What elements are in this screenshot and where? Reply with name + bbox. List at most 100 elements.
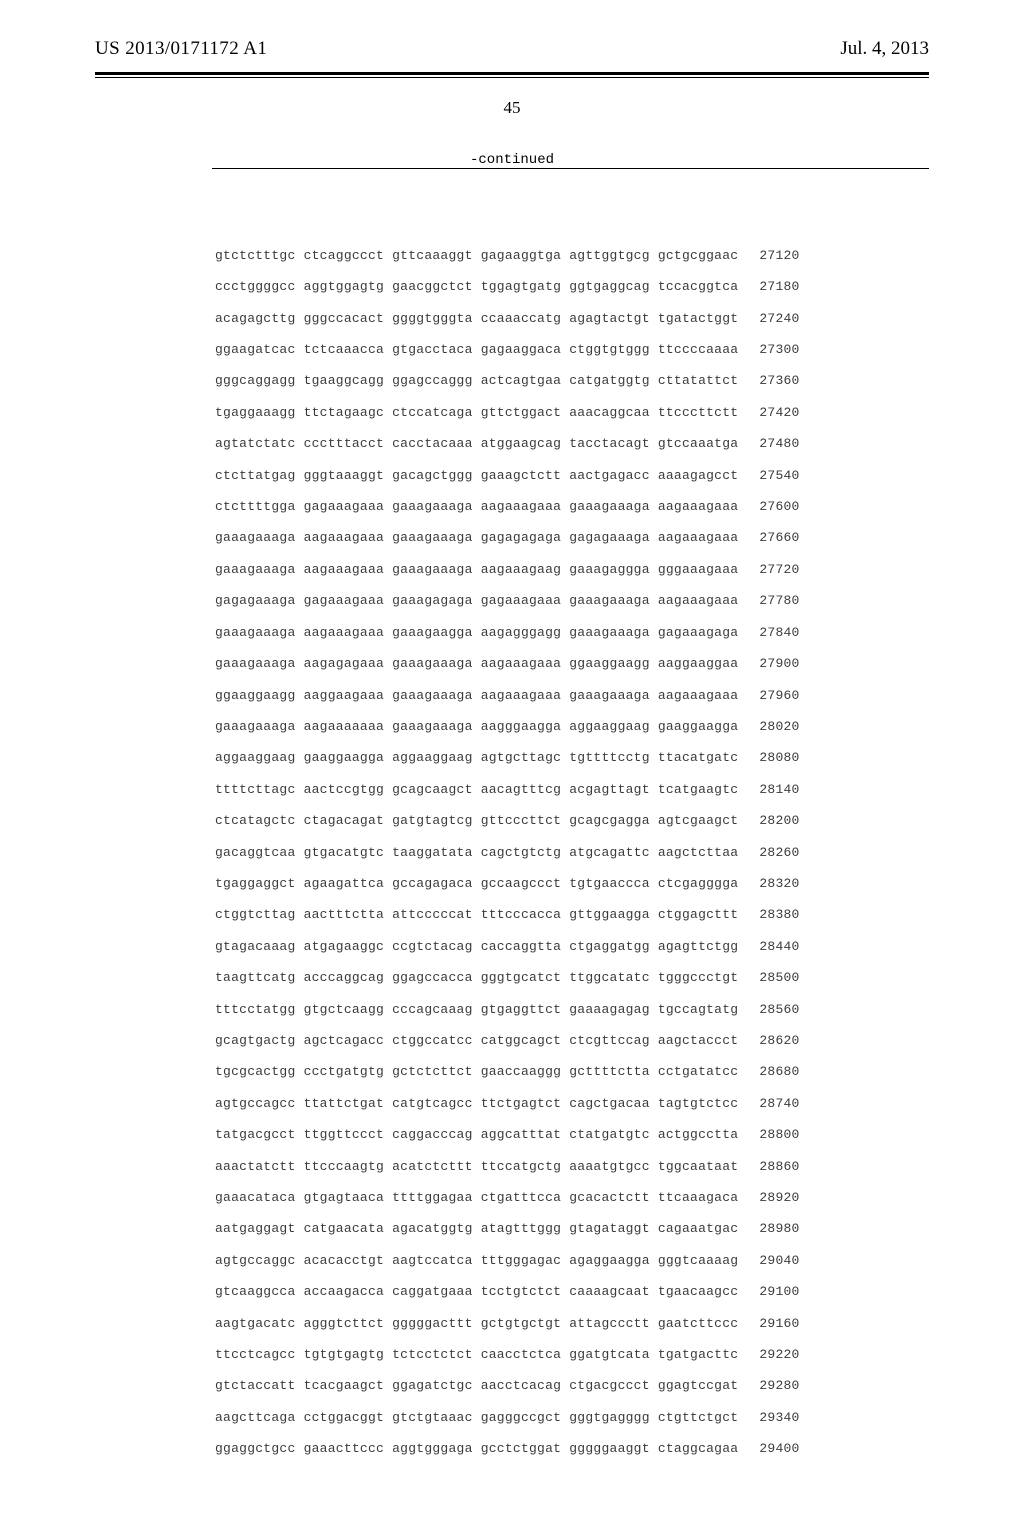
sequence-row: tgaggaggct agaagattca gccagagaca gccaagc… [214,869,801,898]
sequence-row: agtgccaggc acacacctgt aagtccatca tttggga… [214,1246,801,1275]
sequence-position: 27720 [758,555,800,584]
sequence-row: aagtgacatc agggtcttct gggggacttt gctgtgc… [214,1309,801,1338]
sequence-bases: gaaagaaaga aagagagaaa gaaagaaaga aagaaag… [214,649,756,678]
sequence-position: 28560 [758,995,800,1024]
sequence-row: gaaagaaaga aagaaagaaa gaaagaaaga aagaaag… [214,555,801,584]
sequence-position: 28500 [758,963,800,992]
sequence-bases: ctggtcttag aactttctta attcccccat tttccca… [214,900,756,929]
sequence-bases: gacaggtcaa gtgacatgtc taaggatata cagctgt… [214,838,756,867]
sequence-row: agtgccagcc ttattctgat catgtcagcc ttctgag… [214,1089,801,1118]
sequence-bases: ctcttatgag gggtaaaggt gacagctggg gaaagct… [214,461,756,490]
sequence-bases: ctcatagctc ctagacagat gatgtagtcg gttccct… [214,806,756,835]
sequence-top-rule [212,168,929,169]
sequence-bases: tatgacgcct ttggttccct caggacccag aggcatt… [214,1120,756,1149]
sequence-bases: ctcttttgga gagaaagaaa gaaagaaaga aagaaag… [214,492,756,521]
sequence-row: aggaaggaag gaaggaagga aggaaggaag agtgctt… [214,743,801,772]
sequence-bases: gtctctttgc ctcaggccct gttcaaaggt gagaagg… [214,241,756,270]
sequence-row: aagcttcaga cctggacggt gtctgtaaac gagggcc… [214,1403,801,1432]
sequence-position: 28740 [758,1089,800,1118]
sequence-row: aatgaggagt catgaacata agacatggtg atagttt… [214,1214,801,1243]
sequence-position: 27180 [758,272,800,301]
sequence-row: tatgacgcct ttggttccct caggacccag aggcatt… [214,1120,801,1149]
sequence-bases: tttcctatgg gtgctcaagg cccagcaaag gtgaggt… [214,995,756,1024]
sequence-row: ctcttatgag gggtaaaggt gacagctggg gaaagct… [214,461,801,490]
sequence-position: 28680 [758,1057,800,1086]
sequence-bases: aagtgacatc agggtcttct gggggacttt gctgtgc… [214,1309,756,1338]
sequence-position: 28860 [758,1152,800,1181]
sequence-position: 27960 [758,681,800,710]
sequence-bases: tgaggaaagg ttctagaagc ctccatcaga gttctgg… [214,398,756,427]
sequence-row: agtatctatc ccctttacct cacctacaaa atggaag… [214,429,801,458]
rule-thick [95,72,929,75]
sequence-row: ctggtcttag aactttctta attcccccat tttccca… [214,900,801,929]
sequence-bases: ggaggctgcc gaaacttccc aggtgggaga gcctctg… [214,1434,756,1463]
sequence-row: ggaggctgcc gaaacttccc aggtgggaga gcctctg… [214,1434,801,1463]
sequence-row: ttcctcagcc tgtgtgagtg tctcctctct caacctc… [214,1340,801,1369]
sequence-position: 27840 [758,618,800,647]
sequence-bases: agtgccaggc acacacctgt aagtccatca tttggga… [214,1246,756,1275]
sequence-row: gaaagaaaga aagaaagaaa gaaagaagga aagaggg… [214,618,801,647]
sequence-bases: gaaagaaaga aagaaagaaa gaaagaaaga gagagag… [214,523,756,552]
sequence-row: gaaagaaaga aagaaagaaa gaaagaaaga gagagag… [214,523,801,552]
sequence-bases: gtcaaggcca accaagacca caggatgaaa tcctgtc… [214,1277,756,1306]
sequence-bases: acagagcttg gggccacact ggggtgggta ccaaacc… [214,304,756,333]
sequence-position: 28140 [758,775,800,804]
sequence-position: 27900 [758,649,800,678]
sequence-position: 29160 [758,1309,800,1338]
sequence-position: 28200 [758,806,800,835]
sequence-row: gacaggtcaa gtgacatgtc taaggatata cagctgt… [214,838,801,867]
header-rules [95,72,929,78]
sequence-bases: gtctaccatt tcacgaagct ggagatctgc aacctca… [214,1371,756,1400]
sequence-row: ggaaggaagg aaggaagaaa gaaagaaaga aagaaag… [214,681,801,710]
sequence-row: gtctaccatt tcacgaagct ggagatctgc aacctca… [214,1371,801,1400]
sequence-position: 28920 [758,1183,800,1212]
sequence-row: ctcttttgga gagaaagaaa gaaagaaaga aagaaag… [214,492,801,521]
sequence-position: 29220 [758,1340,800,1369]
sequence-table: gtctctttgc ctcaggccct gttcaaaggt gagaagg… [212,239,803,1466]
sequence-bases: gagagaaaga gagaaagaaa gaaagagaga gagaaag… [214,586,756,615]
sequence-row: taagttcatg acccaggcag ggagccacca gggtgca… [214,963,801,992]
sequence-position: 27420 [758,398,800,427]
sequence-bases: ttcctcagcc tgtgtgagtg tctcctctct caacctc… [214,1340,756,1369]
sequence-position: 27300 [758,335,800,364]
sequence-position: 28080 [758,743,800,772]
sequence-bases: ggaaggaagg aaggaagaaa gaaagaaaga aagaaag… [214,681,756,710]
sequence-bases: gggcaggagg tgaaggcagg ggagccaggg actcagt… [214,366,756,395]
sequence-position: 28620 [758,1026,800,1055]
rule-thin [95,77,929,78]
sequence-row: gaaacataca gtgagtaaca ttttggagaa ctgattt… [214,1183,801,1212]
sequence-position: 29100 [758,1277,800,1306]
sequence-bases: gaaagaaaga aagaaagaaa gaaagaagga aagaggg… [214,618,756,647]
sequence-bases: gtagacaaag atgagaaggc ccgtctacag caccagg… [214,932,756,961]
sequence-row: tgcgcactgg ccctgatgtg gctctcttct gaaccaa… [214,1057,801,1086]
sequence-position: 28020 [758,712,800,741]
sequence-row: gtctctttgc ctcaggccct gttcaaaggt gagaagg… [214,241,801,270]
sequence-bases: taagttcatg acccaggcag ggagccacca gggtgca… [214,963,756,992]
sequence-position: 29400 [758,1434,800,1463]
sequence-row: gcagtgactg agctcagacc ctggccatcc catggca… [214,1026,801,1055]
publication-number: US 2013/0171172 A1 [95,38,267,60]
sequence-row: ctcatagctc ctagacagat gatgtagtcg gttccct… [214,806,801,835]
sequence-row: tgaggaaagg ttctagaagc ctccatcaga gttctgg… [214,398,801,427]
sequence-position: 27540 [758,461,800,490]
sequence-position: 27120 [758,241,800,270]
sequence-bases: aggaaggaag gaaggaagga aggaaggaag agtgctt… [214,743,756,772]
sequence-position: 29280 [758,1371,800,1400]
sequence-row: acagagcttg gggccacact ggggtgggta ccaaacc… [214,304,801,333]
sequence-bases: aaactatctt ttcccaagtg acatctcttt ttccatg… [214,1152,756,1181]
sequence-position: 29340 [758,1403,800,1432]
sequence-row: gggcaggagg tgaaggcagg ggagccaggg actcagt… [214,366,801,395]
sequence-position: 28980 [758,1214,800,1243]
sequence-bases: tgcgcactgg ccctgatgtg gctctcttct gaaccaa… [214,1057,756,1086]
sequence-bases: agtgccagcc ttattctgat catgtcagcc ttctgag… [214,1089,756,1118]
sequence-row: gaaagaaaga aagaaaaaaa gaaagaaaga aagggaa… [214,712,801,741]
sequence-bases: gcagtgactg agctcagacc ctggccatcc catggca… [214,1026,756,1055]
sequence-position: 27780 [758,586,800,615]
sequence-bases: tgaggaggct agaagattca gccagagaca gccaagc… [214,869,756,898]
sequence-row: aaactatctt ttcccaagtg acatctcttt ttccatg… [214,1152,801,1181]
sequence-row: gtcaaggcca accaagacca caggatgaaa tcctgtc… [214,1277,801,1306]
sequence-position: 27360 [758,366,800,395]
sequence-position: 29040 [758,1246,800,1275]
sequence-bases: ttttcttagc aactccgtgg gcagcaagct aacagtt… [214,775,756,804]
sequence-row: ggaagatcac tctcaaacca gtgacctaca gagaagg… [214,335,801,364]
